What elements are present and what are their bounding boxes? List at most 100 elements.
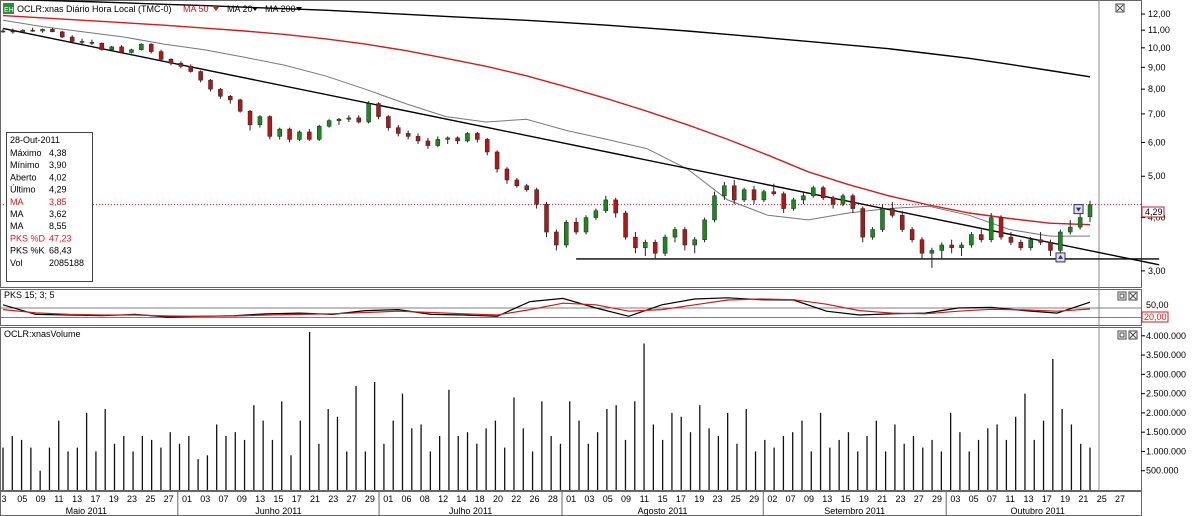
x-axis-day-label: 19 [109, 494, 119, 504]
x-axis-day-label: 14 [456, 494, 466, 504]
x-axis-day-label: 05 [603, 494, 613, 504]
candle [386, 115, 391, 131]
x-axis-day-label: 25 [1097, 494, 1107, 504]
candle [484, 137, 490, 156]
candle [890, 202, 895, 218]
ma200-dropdown-icon[interactable] [296, 7, 302, 11]
candle [741, 187, 747, 203]
candle [119, 45, 124, 54]
info-row-value: 2085188 [49, 258, 84, 268]
candle [761, 189, 767, 203]
volume-axis-tick-label: 3.000.000 [1146, 369, 1186, 379]
x-axis-day-label: 15 [841, 494, 851, 504]
candle [949, 239, 954, 254]
x-axis-day-label: 19 [694, 494, 704, 504]
ma20-label[interactable]: MA 20 [227, 4, 253, 14]
candle [1018, 239, 1024, 251]
ma20-dropdown-icon[interactable] [252, 7, 258, 11]
candle [89, 39, 95, 46]
x-axis-day-label: 23 [713, 494, 723, 504]
x-axis-day-label: 21 [877, 494, 887, 504]
volume-axis-tick-label: 1.500.000 [1146, 427, 1186, 437]
price-axis-tick-label: 4,00 [1148, 213, 1166, 223]
x-axis-day-label: 29 [932, 494, 942, 504]
symbol-label[interactable]: OCLR:xnas Diário Hora Local (TMC-0) [17, 4, 172, 14]
x-axis-day-label: 27 [347, 494, 357, 504]
info-row-value: 4,38 [49, 148, 67, 158]
x-axis-day-label: 23 [895, 494, 905, 504]
x-axis-day-label: 11 [1006, 494, 1015, 504]
x-axis-day-label: 29 [365, 494, 375, 504]
candle [168, 58, 174, 66]
candle [257, 115, 263, 128]
candle [554, 229, 559, 251]
price-axis-tick-label: 3,00 [1148, 266, 1166, 276]
volume-panel-minimize-icon[interactable] [1117, 330, 1127, 340]
x-axis-day-label: 05 [969, 494, 979, 504]
x-axis-day-label: 18 [475, 494, 485, 504]
ma200-label[interactable]: MA 200 [265, 4, 296, 14]
x-axis-day-label: 29 [749, 494, 759, 504]
ma50-line [2, 14, 1091, 226]
candle [1087, 200, 1093, 223]
stochastic-panel-close-icon[interactable] [1128, 291, 1138, 301]
x-axis-day-label: 22 [511, 494, 521, 504]
x-axis-day-label: 23 [127, 494, 137, 504]
candle [870, 227, 875, 240]
candle [336, 117, 342, 125]
volume-label: OCLR:xnasVolume [4, 329, 81, 339]
x-axis-day-label: 17 [292, 494, 302, 504]
candle [1048, 239, 1053, 257]
volume-panel-close-icon[interactable] [1128, 330, 1138, 340]
candle [425, 137, 431, 149]
candle [287, 127, 292, 143]
candle [801, 191, 806, 205]
candle [722, 181, 727, 200]
candle [504, 167, 510, 184]
x-axis-day-label: 11 [640, 494, 649, 504]
candle [811, 185, 816, 198]
candle [465, 131, 470, 143]
candle [99, 42, 105, 51]
x-axis-day-label: 21 [1078, 494, 1088, 504]
volume-axis-tick-label: 2.000.000 [1146, 408, 1186, 418]
x-axis-day-label: 07 [219, 494, 229, 504]
stochastic-panel-minimize-icon[interactable] [1117, 291, 1127, 301]
candle [405, 130, 411, 140]
candle [998, 215, 1004, 240]
candle [781, 191, 786, 214]
volume-axis-tick-label: 2.500.000 [1146, 389, 1186, 399]
candle [860, 206, 865, 243]
candle [158, 49, 164, 62]
candle [208, 79, 213, 92]
candle [692, 237, 697, 254]
stochastic-d-line [2, 298, 1091, 317]
candle [277, 127, 282, 140]
x-axis-day-label: 02 [767, 494, 777, 504]
price-axis-tick-label: 5,00 [1148, 171, 1166, 181]
x-axis-day-label: 15 [273, 494, 283, 504]
candle [415, 133, 421, 145]
x-axis-day-label: 23 [328, 494, 338, 504]
candle [316, 124, 322, 141]
price-panel-close-icon[interactable] [1115, 3, 1125, 13]
candle [702, 217, 707, 243]
candle [218, 88, 223, 99]
info-row-label: Mínimo [10, 160, 40, 170]
candle [129, 48, 134, 54]
stochastic-level-tag [1141, 311, 1169, 323]
x-axis-day-label: 21 [310, 494, 320, 504]
ma20-line [2, 19, 1090, 237]
candle [1058, 229, 1063, 254]
x-axis-day-label: 05 [17, 494, 27, 504]
x-axis-day-label: 25 [145, 494, 155, 504]
ma50-dropdown-icon[interactable] [213, 7, 219, 11]
price-axis-tick-label: 11,00 [1148, 25, 1170, 35]
candle [445, 136, 450, 145]
info-row-value: 4,29 [49, 185, 67, 195]
volume-axis-tick-label: 3.500.000 [1146, 350, 1186, 360]
candle [307, 129, 312, 141]
x-axis-day-label: 01 [383, 494, 393, 504]
candle [583, 215, 589, 235]
ma50-label[interactable]: MA 50 [183, 4, 209, 14]
